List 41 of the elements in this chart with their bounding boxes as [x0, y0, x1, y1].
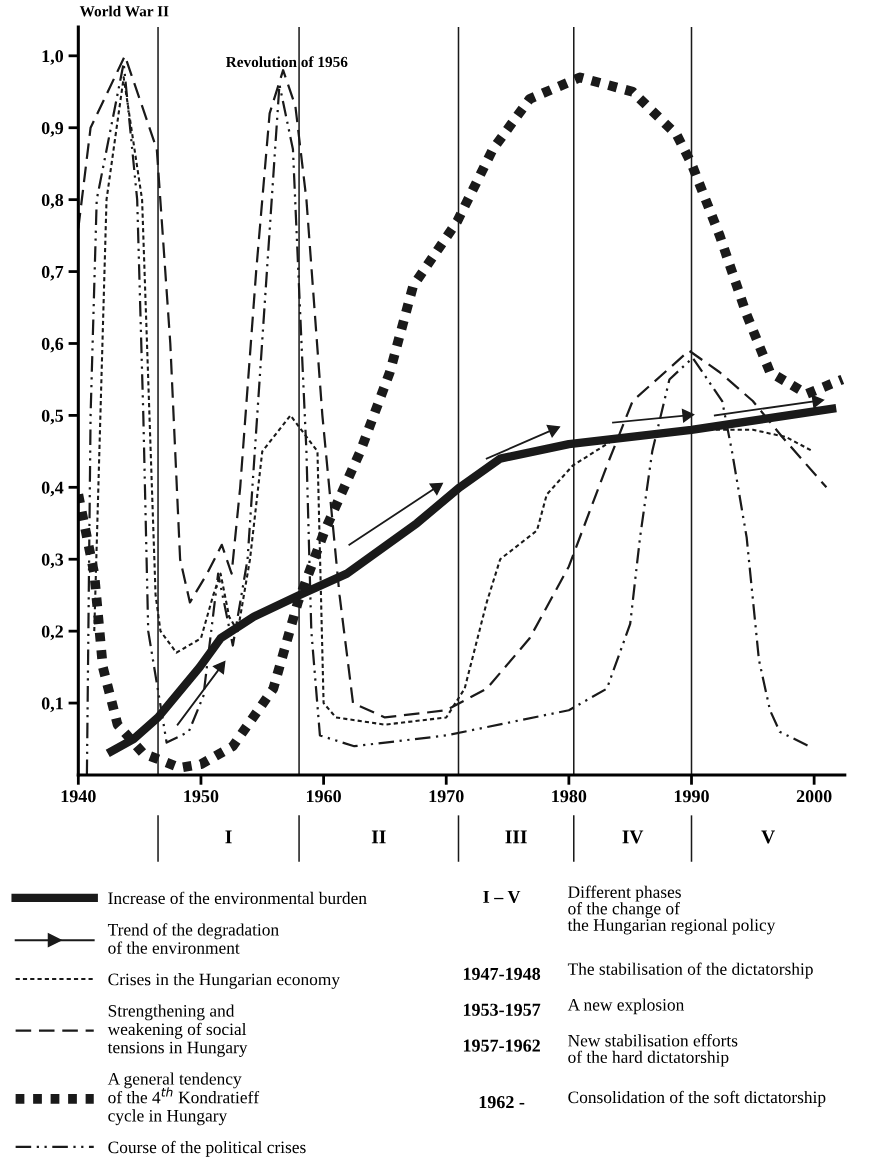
- text: 1953-1957: [463, 1003, 541, 1016]
- y-tick-label: 0,3: [41, 553, 64, 569]
- x-tick-label: 1960: [306, 790, 341, 803]
- legend-label: A general tendency of the 4$^{th}$ Kondratieff cycle in Hungary: [107, 1072, 260, 1126]
- legend-label: Increase of the environmental burden: [108, 891, 367, 905]
- x-tick-label: 1970: [429, 790, 464, 803]
- y-tick-label: 0,4: [41, 481, 64, 497]
- text: World War II: [79, 5, 169, 17]
- x-tick-label: 1990: [674, 790, 709, 803]
- text: 1947-1948: [463, 967, 541, 980]
- text: II: [371, 830, 386, 844]
- legend-label: Course of the political crises: [108, 1140, 306, 1157]
- y-tick-label: 0,9: [41, 121, 64, 137]
- text: The stabilisation of the dictatorship: [567, 962, 813, 979]
- y-tick-label: 0,5: [41, 409, 64, 425]
- text: A new explosion: [567, 998, 685, 1015]
- x-tick-label: 1950: [184, 790, 219, 803]
- text: New stabilisation efforts of the hard dictatorship: [568, 1034, 738, 1067]
- text: Different phases of the change of the Hungarian regional policy: [567, 885, 776, 935]
- legend-label: Trend of the degradation of the environment: [107, 923, 279, 954]
- y-tick-label: 0,2: [41, 625, 63, 641]
- y-tick-label: 0,7: [41, 265, 64, 281]
- text: IV: [622, 830, 644, 844]
- annotation: Revolution of 1956: [225, 56, 348, 68]
- text: I – V: [483, 890, 521, 904]
- text: 1962 -: [479, 1096, 525, 1109]
- point: [212, 660, 226, 675]
- x-tick-label: 1940: [61, 790, 96, 803]
- text: 1957-1962: [463, 1039, 540, 1052]
- y-tick-label: 0,1: [41, 697, 63, 713]
- text: V: [761, 830, 775, 844]
- y-tick-label: 0,8: [41, 193, 64, 209]
- text: Consolidation of the soft dictatorship: [568, 1090, 826, 1107]
- legend-label: Crises in the Hungarian economy: [108, 973, 340, 989]
- text: I: [225, 830, 232, 844]
- x-tick-label: 2000: [796, 790, 832, 803]
- y-tick-label: 1,0: [42, 50, 64, 65]
- text: III: [505, 830, 527, 844]
- y-tick-label: 0,6: [41, 337, 64, 353]
- legend-label: Strengthening and weakening of social tensions in Hungary: [107, 1004, 248, 1057]
- x-tick-label: 1980: [552, 790, 587, 803]
